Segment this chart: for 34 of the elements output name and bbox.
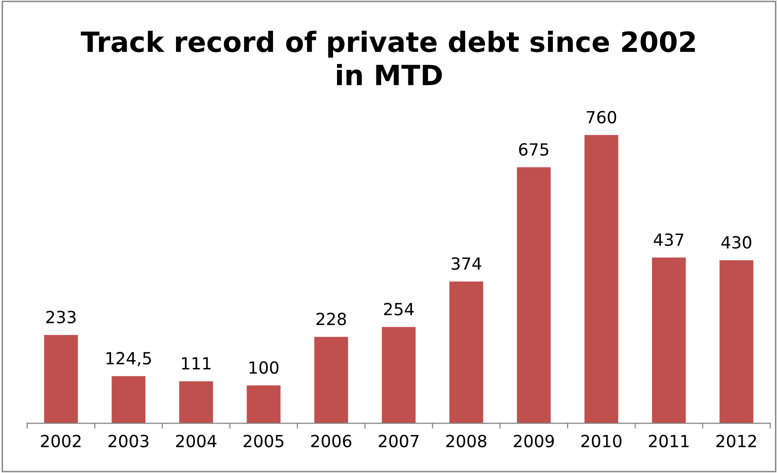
x-tick-label: 2010 (581, 434, 622, 448)
x-tick-label: 2004 (176, 434, 216, 448)
bar (112, 376, 146, 424)
x-tick-label: 2007 (378, 434, 419, 448)
data-label: 430 (721, 236, 752, 249)
bar (314, 336, 348, 424)
bar (516, 167, 551, 424)
data-label: 374 (452, 257, 482, 270)
x-tick-label: 2011 (648, 434, 689, 448)
data-label: 228 (316, 312, 346, 326)
bar (652, 258, 686, 424)
data-label: 760 (586, 110, 616, 124)
bar (246, 385, 281, 424)
data-label: 254 (384, 302, 414, 316)
x-tick-label: 2003 (108, 434, 148, 448)
x-tick-label: 2012 (716, 434, 756, 448)
x-tick-label: 2006 (311, 434, 352, 448)
x-tick-label: 2002 (41, 434, 81, 448)
x-tick-label: 2008 (446, 434, 486, 448)
chart-title: Track record of private debt since 2002 in MTD (80, 30, 695, 86)
x-tick-label: 2009 (514, 434, 554, 448)
data-label: 100 (250, 361, 278, 374)
data-label: 233 (46, 310, 76, 324)
data-label: 111 (182, 357, 210, 370)
bar (44, 334, 78, 424)
bar (382, 326, 416, 424)
bar (584, 135, 618, 424)
bar (720, 260, 754, 424)
bar (449, 281, 484, 424)
data-label: 437 (654, 233, 684, 246)
data-label: 675 (519, 143, 548, 156)
bar (179, 381, 213, 424)
x-tick-label: 2005 (244, 434, 284, 448)
data-label: 124,5 (106, 352, 151, 366)
